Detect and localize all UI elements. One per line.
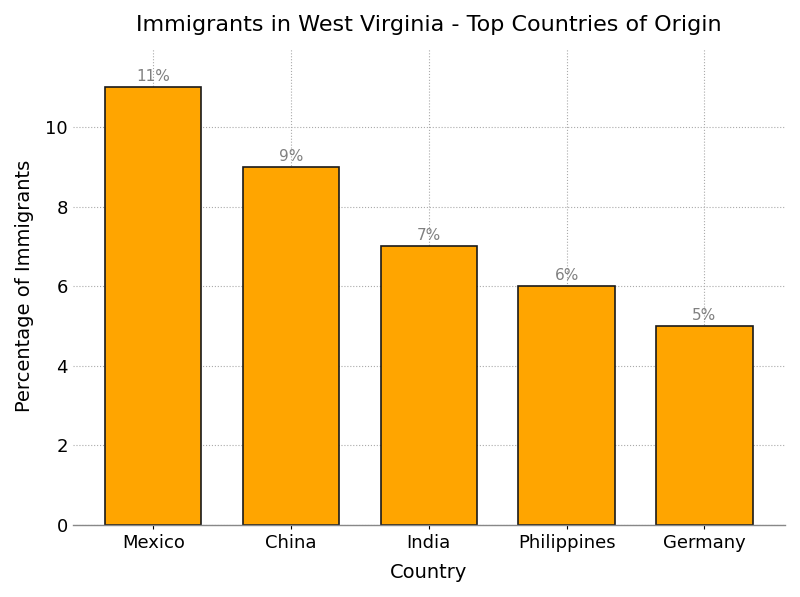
Text: 6%: 6% xyxy=(554,268,578,283)
Bar xyxy=(381,247,477,525)
Y-axis label: Percentage of Immigrants: Percentage of Immigrants xyxy=(15,160,34,413)
Text: 7%: 7% xyxy=(417,228,441,244)
X-axis label: Country: Country xyxy=(390,563,467,582)
Bar xyxy=(105,87,202,525)
Text: 5%: 5% xyxy=(692,308,717,323)
Text: 11%: 11% xyxy=(136,69,170,84)
Bar xyxy=(518,287,615,525)
Title: Immigrants in West Virginia - Top Countries of Origin: Immigrants in West Virginia - Top Countr… xyxy=(136,15,722,35)
Bar xyxy=(242,167,339,525)
Bar xyxy=(656,326,753,525)
Text: 9%: 9% xyxy=(279,149,303,164)
